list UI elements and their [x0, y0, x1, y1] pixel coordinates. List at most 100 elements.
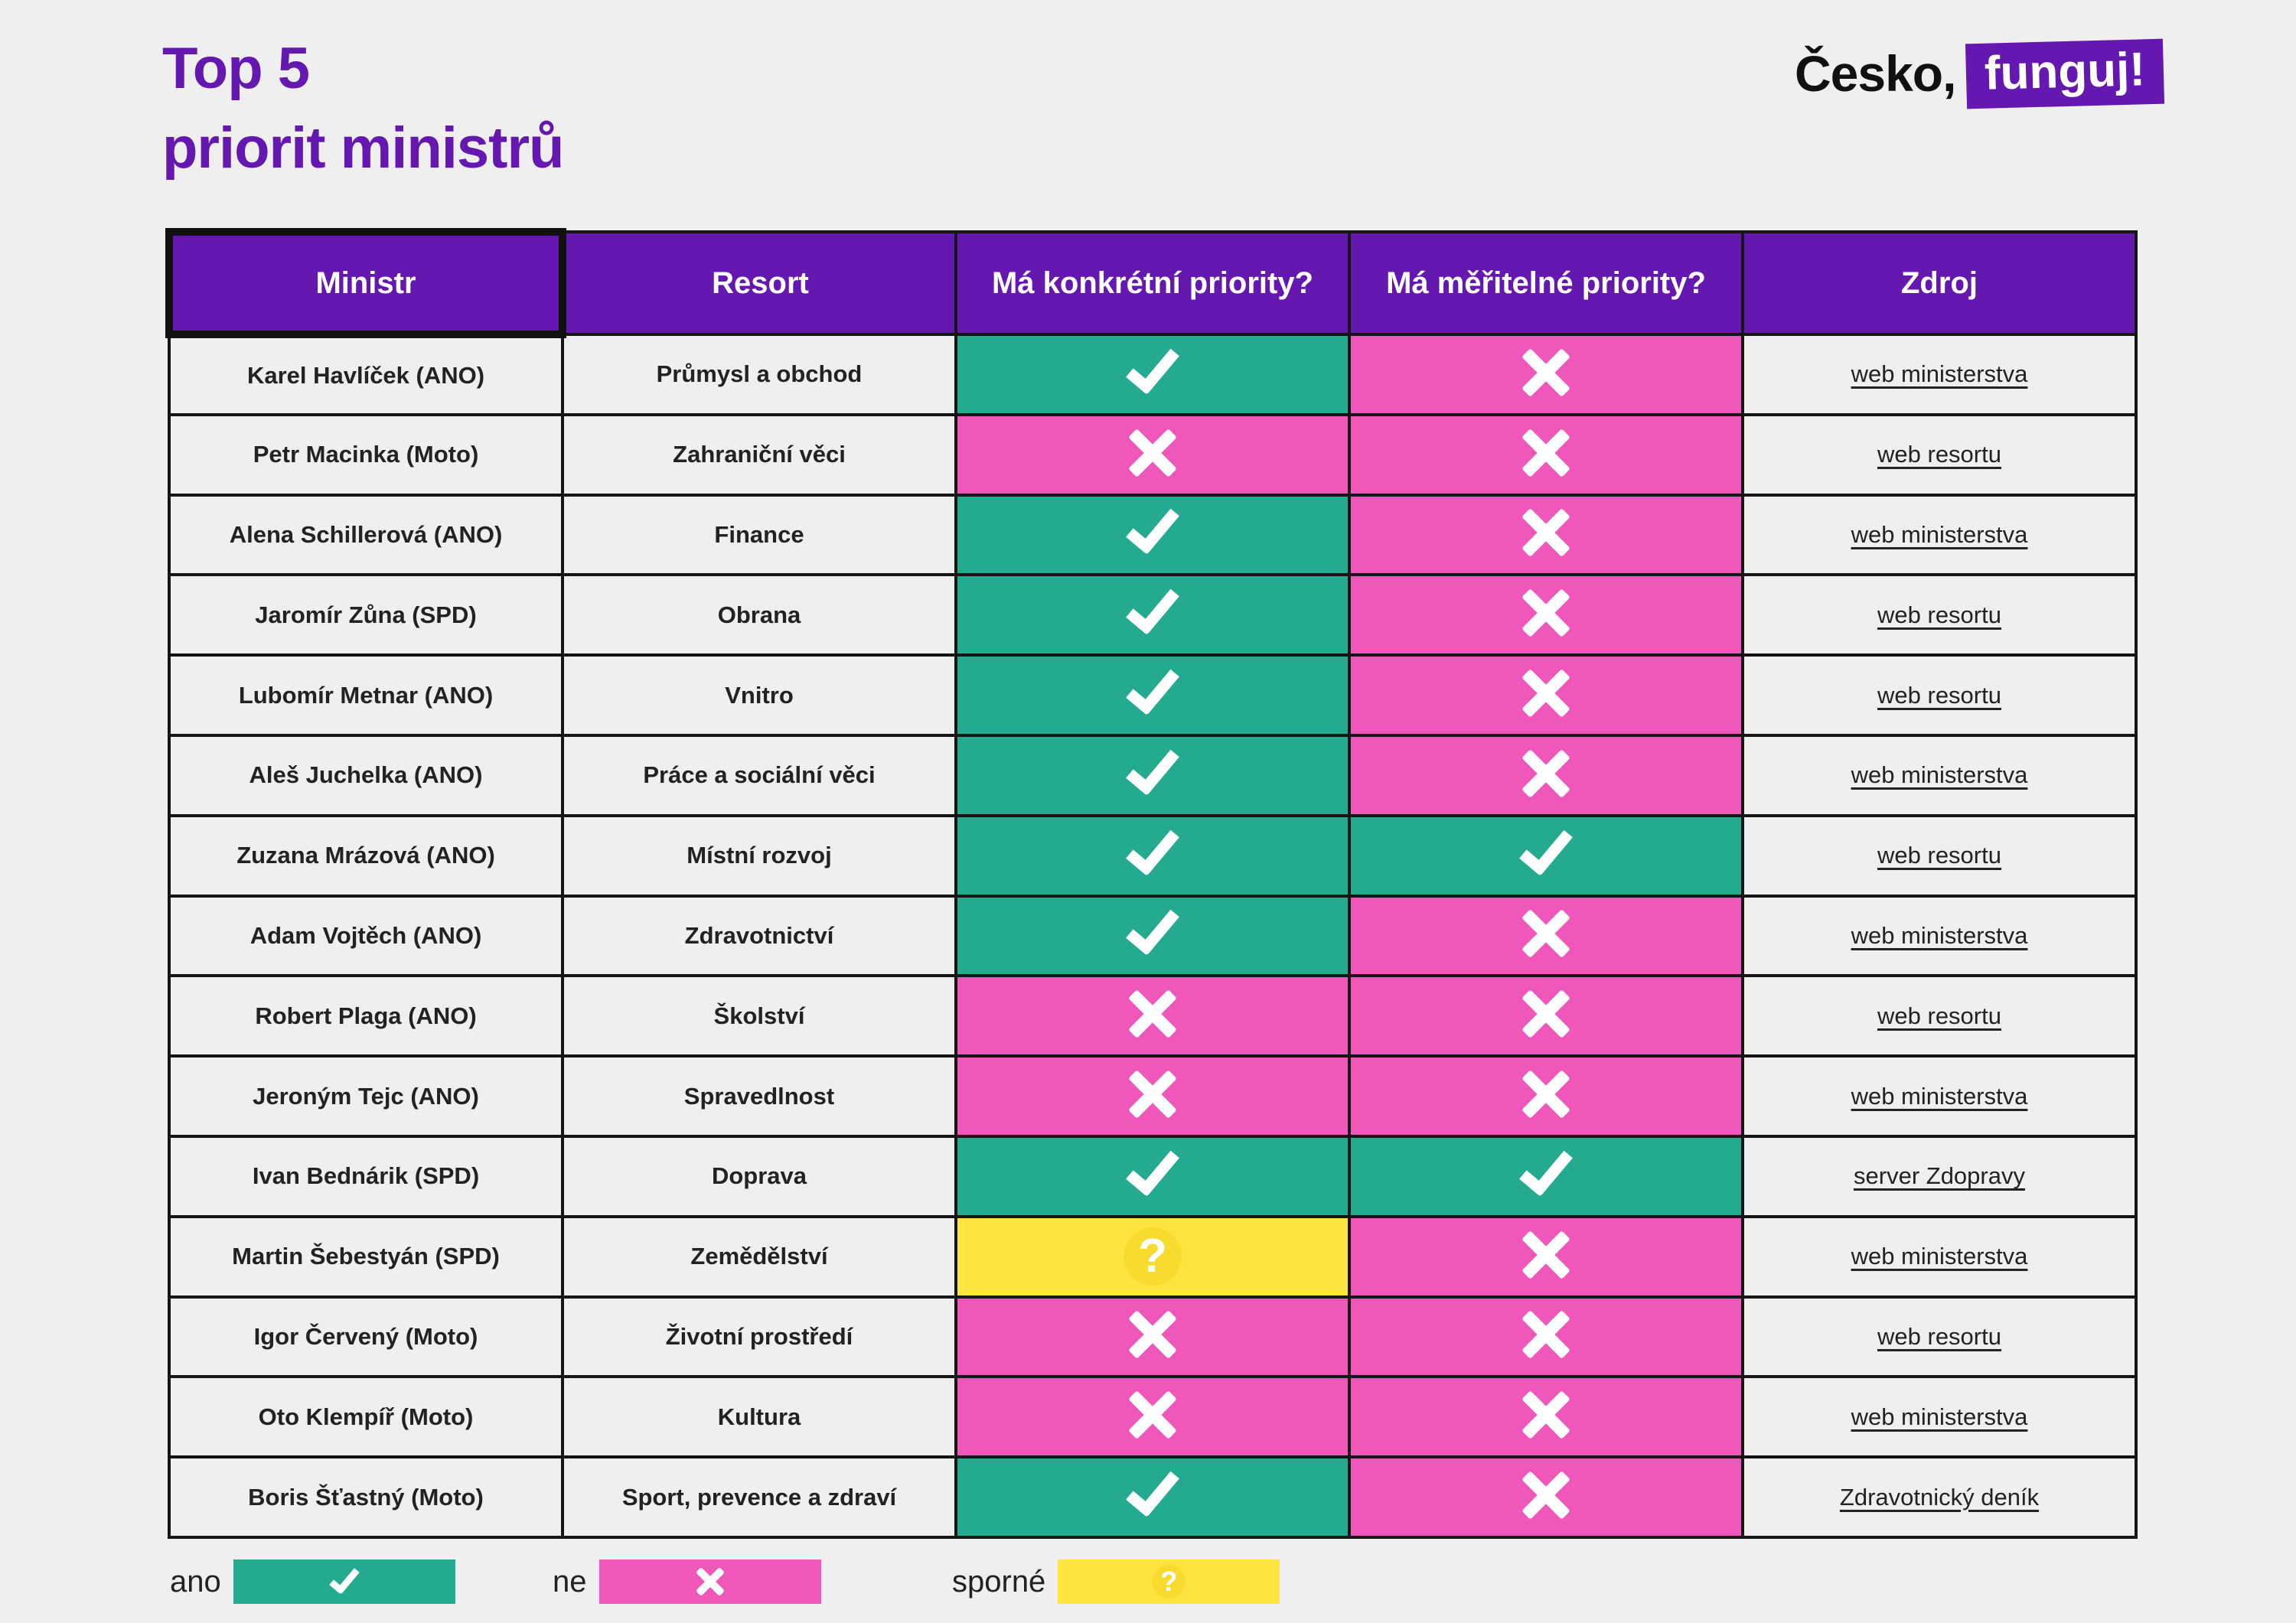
brand-logo: Česko, funguj! [1795, 37, 2165, 110]
checkmark-icon [1125, 578, 1180, 636]
source-link[interactable]: web resortu [1877, 1002, 2001, 1029]
cell-source: Zdravotnický deník [1741, 1455, 2138, 1539]
source-link[interactable]: web resortu [1877, 1322, 2001, 1350]
legend-swatch-ano [233, 1559, 455, 1604]
cell-source: web resortu [1741, 412, 2138, 497]
cell-minister: Igor Červený (Moto) [168, 1295, 564, 1379]
source-link[interactable]: web resortu [1877, 842, 2001, 869]
cell-measurable [1348, 733, 1744, 817]
cell-source: web ministerstva [1741, 333, 2138, 416]
table-row: Petr Macinka (Moto) Zahraniční věci web re… [168, 412, 2138, 497]
source-link[interactable]: web resortu [1877, 601, 2001, 628]
cell-resort: Kultura [561, 1375, 957, 1459]
table-row: Ivan Bednárik (SPD) Doprava server Zdoprav… [168, 1134, 2138, 1218]
logo-highlight: funguj! [1965, 38, 2165, 109]
cell-measurable [1348, 894, 1744, 978]
cell-measurable [1348, 333, 1744, 416]
cell-minister: Robert Plaga (ANO) [168, 974, 564, 1058]
cell-concrete [954, 333, 1351, 416]
cell-resort: Průmysl a obchod [561, 333, 957, 416]
cross-icon [1521, 1230, 1571, 1280]
cross-icon [1521, 668, 1571, 719]
checkmark-icon [1125, 899, 1180, 957]
legend-label-ano: ano [170, 1564, 221, 1599]
logo-text: Česko, [1795, 45, 1956, 102]
cross-icon [1521, 347, 1571, 398]
cell-minister: Jaromír Zůna (SPD) [168, 573, 564, 657]
cell-resort: Doprava [561, 1134, 957, 1218]
cell-source: web resortu [1741, 1295, 2138, 1379]
cross-icon [1127, 1069, 1178, 1119]
table-row: Jeroným Tejc (ANO) Spravedlnost web minist… [168, 1054, 2138, 1138]
checkmark-icon [1125, 659, 1180, 715]
table-row: Martin Šebestyán (SPD) Zemědělství? web mi… [168, 1214, 2138, 1299]
cell-resort: Životní prostředí [561, 1295, 957, 1379]
cell-concrete [954, 653, 1351, 737]
cell-minister: Ivan Bednárik (SPD) [168, 1134, 564, 1218]
cell-concrete [954, 1054, 1351, 1138]
cross-icon [1521, 507, 1571, 558]
cross-icon [1521, 989, 1571, 1039]
legend-sporne: sporné ? [952, 1559, 1280, 1604]
cell-resort: Zdravotnictví [561, 894, 957, 978]
cross-icon [1521, 428, 1571, 478]
header-source[interactable]: Zdroj [1741, 230, 2138, 336]
cell-measurable [1348, 1054, 1744, 1138]
cell-measurable [1348, 1295, 1744, 1379]
table-row: Aleš Juchelka (ANO) Práce a sociální věci… [168, 733, 2138, 817]
table-header-row: Ministr Resort Má konkrétní priority? Má… [165, 228, 2138, 338]
cell-measurable [1348, 974, 1744, 1058]
cell-source: web ministerstva [1741, 1214, 2138, 1299]
source-link[interactable]: Zdravotnický deník [1839, 1483, 2040, 1511]
source-link[interactable]: web ministerstva [1851, 1403, 2028, 1430]
header-minister[interactable]: Ministr [165, 228, 566, 338]
cell-minister: Zuzana Mrázová (ANO) [168, 813, 564, 898]
cell-source: web ministerstva [1741, 493, 2138, 577]
cell-resort: Sport, prevence a zdraví [561, 1455, 957, 1539]
cross-icon [1127, 1390, 1178, 1440]
table-row: Lubomír Metnar (ANO) Vnitro web resortu [168, 653, 2138, 737]
checkmark-icon [328, 1563, 360, 1595]
header-measurable[interactable]: Má měřitelné priority? [1348, 230, 1744, 336]
source-link[interactable]: web ministerstva [1851, 1082, 2028, 1110]
legend-swatch-ne [598, 1559, 821, 1604]
checkmark-icon [1125, 1140, 1180, 1197]
cell-resort: Obrana [561, 573, 957, 657]
table-row: Igor Červený (Moto) Životní prostředí web … [168, 1295, 2138, 1379]
source-link[interactable]: web ministerstva [1851, 761, 2028, 789]
source-link[interactable]: web ministerstva [1851, 360, 2028, 388]
legend-label-ne: ne [553, 1564, 587, 1599]
header-concrete[interactable]: Má konkrétní priority? [954, 230, 1351, 336]
cell-measurable [1348, 493, 1744, 577]
checkmark-icon [1518, 819, 1574, 876]
title-line-2: priorit ministrů [162, 116, 564, 181]
table-body: Karel Havlíček (ANO) Průmysl a obchod web … [168, 333, 2138, 1539]
legend-ne: ne [553, 1559, 821, 1604]
legend-swatch-sporne: ? [1058, 1559, 1280, 1604]
cell-measurable [1348, 1134, 1744, 1218]
cell-resort: Práce a sociální věci [561, 733, 957, 817]
table-row: Alena Schillerová (ANO) Finance web minist… [168, 493, 2138, 577]
table-row: Boris Šťastný (Moto) Sport, prevence a zd… [168, 1455, 2138, 1539]
header-resort[interactable]: Resort [561, 230, 957, 336]
source-link[interactable]: web ministerstva [1851, 921, 2028, 949]
table-row: Robert Plaga (ANO) Školství web resortu [168, 974, 2138, 1058]
cell-concrete [954, 1295, 1351, 1379]
cell-concrete [954, 1375, 1351, 1459]
cell-source: web resortu [1741, 653, 2138, 737]
source-link[interactable]: web resortu [1877, 681, 2001, 709]
cross-icon [1521, 1470, 1571, 1520]
checkmark-icon [1125, 739, 1180, 796]
cell-concrete [954, 412, 1351, 497]
source-link[interactable]: web resortu [1877, 441, 2001, 468]
cell-source: web ministerstva [1741, 733, 2138, 817]
source-link[interactable]: web ministerstva [1851, 520, 2028, 548]
source-link[interactable]: server Zdopravy [1854, 1162, 2025, 1190]
cell-resort: Školství [561, 974, 957, 1058]
source-link[interactable]: web ministerstva [1851, 1243, 2028, 1270]
cross-icon [1127, 428, 1178, 478]
cell-source: web ministerstva [1741, 1054, 2138, 1138]
cell-minister: Jeroným Tejc (ANO) [168, 1054, 564, 1138]
legend-label-sporne: sporné [952, 1564, 1046, 1599]
cell-minister: Aleš Juchelka (ANO) [168, 733, 564, 817]
